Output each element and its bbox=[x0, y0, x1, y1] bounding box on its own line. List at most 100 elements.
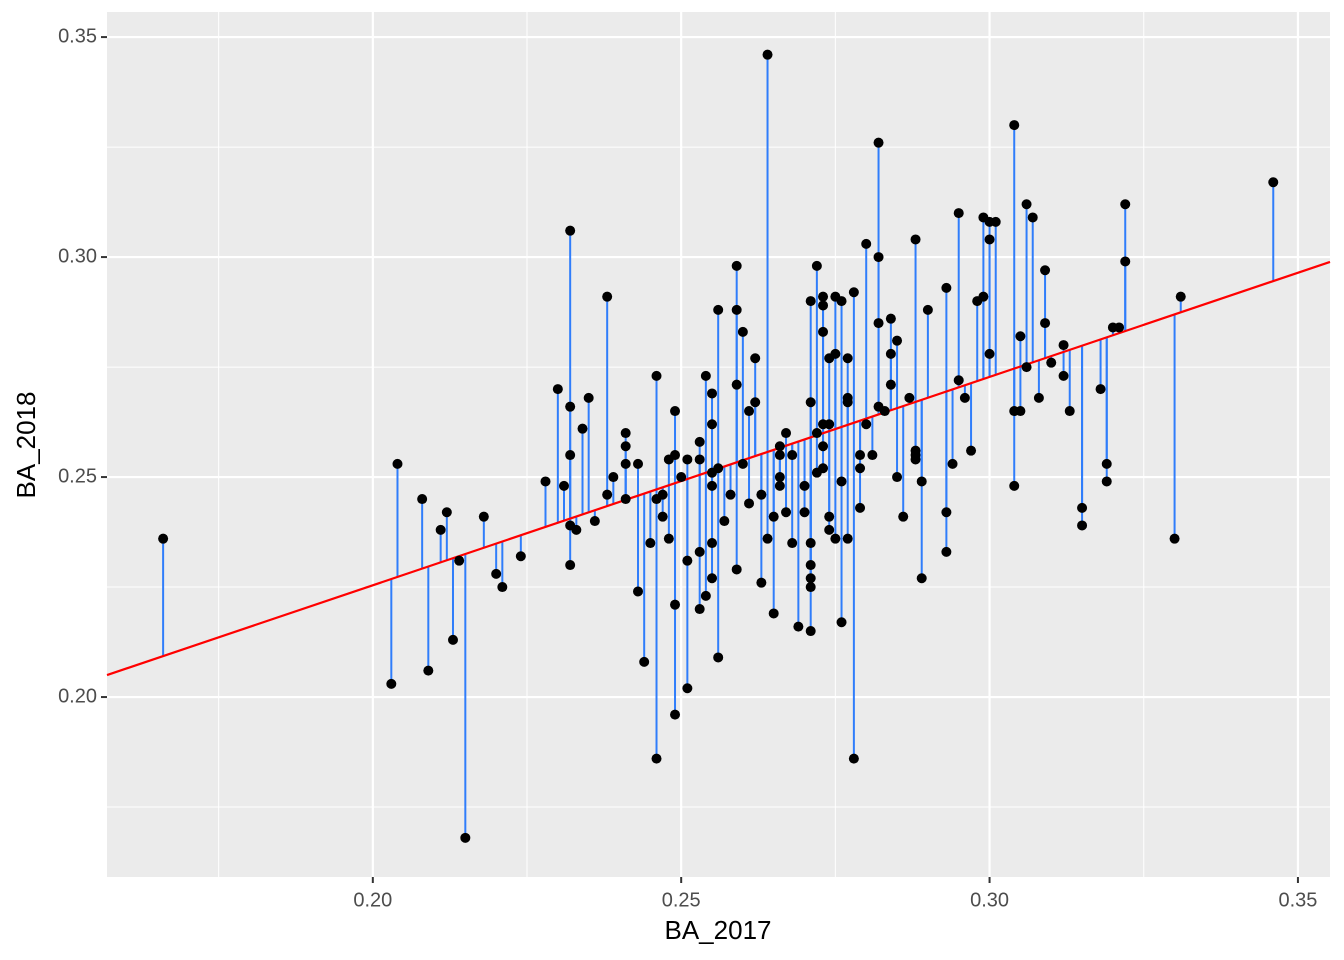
point bbox=[515, 551, 526, 562]
point bbox=[1009, 120, 1020, 131]
point bbox=[1077, 520, 1088, 531]
point bbox=[447, 634, 458, 645]
point bbox=[454, 555, 465, 566]
point bbox=[787, 538, 798, 549]
point bbox=[700, 370, 711, 381]
point bbox=[855, 502, 866, 513]
point bbox=[873, 137, 884, 148]
point bbox=[1058, 370, 1069, 381]
point bbox=[892, 335, 903, 346]
point bbox=[608, 472, 619, 483]
point bbox=[842, 353, 853, 364]
point bbox=[756, 577, 767, 588]
point bbox=[941, 507, 952, 518]
point bbox=[1021, 199, 1032, 210]
x-tick-label: 0.30 bbox=[970, 889, 1009, 911]
point bbox=[966, 445, 977, 456]
point bbox=[774, 480, 785, 491]
point bbox=[540, 476, 551, 487]
point bbox=[663, 533, 674, 544]
point bbox=[639, 656, 650, 667]
point bbox=[713, 652, 724, 663]
point bbox=[855, 450, 866, 461]
point bbox=[818, 300, 829, 311]
point bbox=[386, 678, 397, 689]
point bbox=[1027, 212, 1038, 223]
point bbox=[873, 252, 884, 263]
point bbox=[768, 511, 779, 522]
point bbox=[565, 450, 576, 461]
point bbox=[682, 454, 693, 465]
point bbox=[571, 524, 582, 535]
point bbox=[818, 291, 829, 302]
point bbox=[423, 665, 434, 676]
point bbox=[713, 304, 724, 315]
point bbox=[848, 753, 859, 764]
point bbox=[1064, 406, 1075, 417]
point bbox=[836, 476, 847, 487]
point bbox=[602, 489, 613, 500]
point bbox=[904, 392, 915, 403]
point bbox=[892, 472, 903, 483]
point bbox=[491, 568, 502, 579]
point bbox=[577, 423, 588, 434]
point bbox=[774, 472, 785, 483]
point bbox=[811, 260, 822, 271]
point bbox=[885, 379, 896, 390]
point bbox=[805, 296, 816, 307]
point bbox=[978, 291, 989, 302]
point bbox=[805, 573, 816, 584]
point bbox=[799, 507, 810, 518]
point bbox=[861, 238, 872, 249]
point bbox=[725, 489, 736, 500]
point bbox=[602, 291, 613, 302]
point bbox=[707, 538, 718, 549]
point bbox=[682, 683, 693, 694]
point bbox=[830, 348, 841, 359]
point bbox=[435, 524, 446, 535]
point bbox=[805, 538, 816, 549]
point bbox=[941, 546, 952, 557]
point bbox=[1015, 331, 1026, 342]
point bbox=[645, 538, 656, 549]
point bbox=[1120, 256, 1131, 267]
point bbox=[478, 511, 489, 522]
point bbox=[910, 234, 921, 245]
point bbox=[737, 326, 748, 337]
point bbox=[805, 626, 816, 637]
point bbox=[565, 225, 576, 236]
point bbox=[781, 507, 792, 518]
point bbox=[707, 419, 718, 430]
point bbox=[694, 604, 705, 615]
point bbox=[1040, 265, 1051, 276]
point bbox=[793, 621, 804, 632]
y-tick-label: 0.30 bbox=[58, 245, 97, 267]
y-axis-title: BA_2018 bbox=[11, 392, 41, 499]
point bbox=[762, 533, 773, 544]
point bbox=[583, 392, 594, 403]
x-tick-label: 0.20 bbox=[353, 889, 392, 911]
point bbox=[922, 304, 933, 315]
point bbox=[620, 458, 631, 469]
point bbox=[787, 450, 798, 461]
point bbox=[842, 533, 853, 544]
point bbox=[1101, 458, 1112, 469]
point bbox=[990, 216, 1001, 227]
point bbox=[670, 450, 681, 461]
point bbox=[916, 573, 927, 584]
point bbox=[158, 533, 169, 544]
point bbox=[713, 463, 724, 474]
point bbox=[984, 234, 995, 245]
point bbox=[811, 428, 822, 439]
point bbox=[670, 599, 681, 610]
point bbox=[441, 507, 452, 518]
point bbox=[756, 489, 767, 500]
point bbox=[417, 494, 428, 505]
point bbox=[1101, 476, 1112, 487]
point bbox=[589, 516, 600, 527]
point bbox=[1021, 362, 1032, 373]
point bbox=[559, 480, 570, 491]
point bbox=[818, 463, 829, 474]
x-axis-title: BA_2017 bbox=[665, 915, 772, 945]
